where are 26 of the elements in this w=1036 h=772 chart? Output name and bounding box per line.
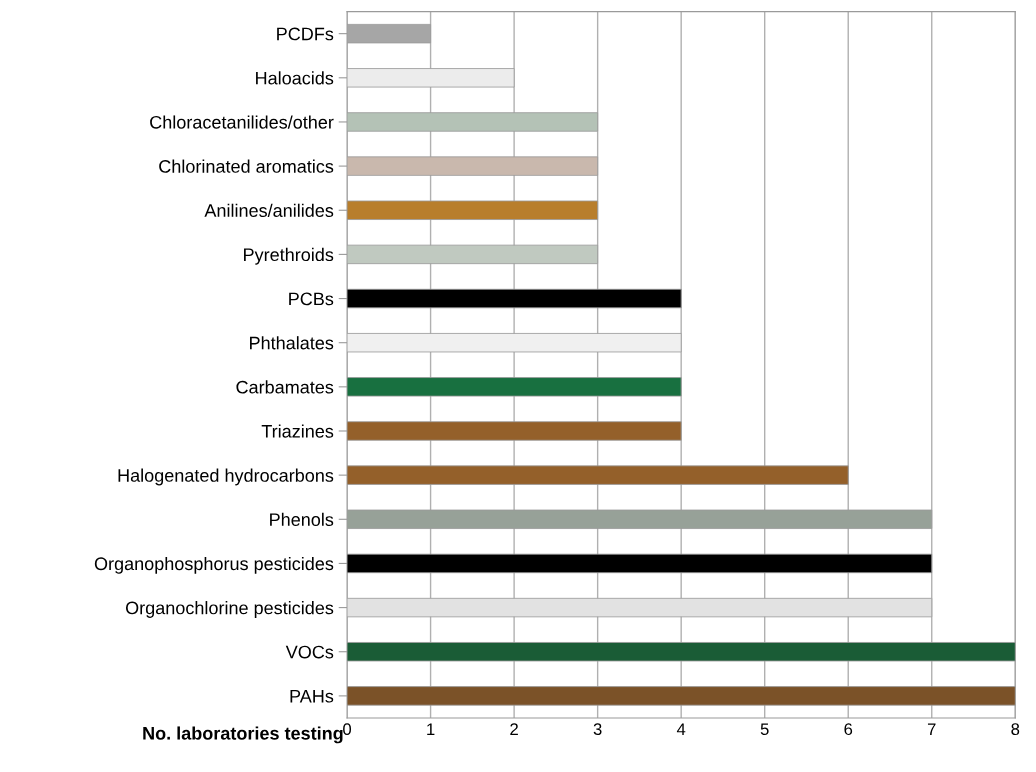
x-tick-label: 8 bbox=[1011, 723, 1020, 736]
x-tick-label: 1 bbox=[427, 723, 435, 735]
x-tick-label: 6 bbox=[844, 723, 853, 736]
y-tick-label: Chlorinated aromatics bbox=[159, 159, 334, 173]
x-tick-label: 0 bbox=[343, 723, 352, 736]
x-tick-label: 4 bbox=[676, 723, 686, 735]
y-tick-label: Haloacids bbox=[256, 71, 334, 85]
y-tick-label: Organophosphorus pesticides bbox=[94, 556, 334, 574]
y-tick-label: Chloracetanilides/other bbox=[150, 115, 334, 129]
y-tick-label: Pyrethroids bbox=[244, 247, 334, 265]
y-tick-label: Organochlorine pesticides bbox=[125, 601, 334, 618]
y-tick-label: PAHs bbox=[290, 690, 334, 703]
y-tick-label: VOCs bbox=[285, 645, 334, 659]
y-tick-label: Anilines/anilides bbox=[204, 203, 334, 217]
y-tick-label: Triazines bbox=[261, 424, 334, 438]
y-tick-label: Phenols bbox=[270, 512, 334, 527]
y-tick-label: Carbamates bbox=[236, 380, 334, 394]
y-tick-label: Halogenated hydrocarbons bbox=[118, 468, 334, 486]
x-tick-label: 2 bbox=[510, 723, 518, 735]
x-tick-label: 7 bbox=[927, 723, 936, 735]
x-tick-label: 5 bbox=[760, 723, 769, 736]
x-tick-label: 3 bbox=[593, 723, 602, 736]
y-tick-label: PCDFs bbox=[277, 27, 334, 41]
y-tick-label: Phthalates bbox=[250, 336, 334, 350]
y-tick-label: PCBs bbox=[289, 292, 334, 306]
x-axis-title: No. laboratories testing bbox=[143, 726, 343, 744]
